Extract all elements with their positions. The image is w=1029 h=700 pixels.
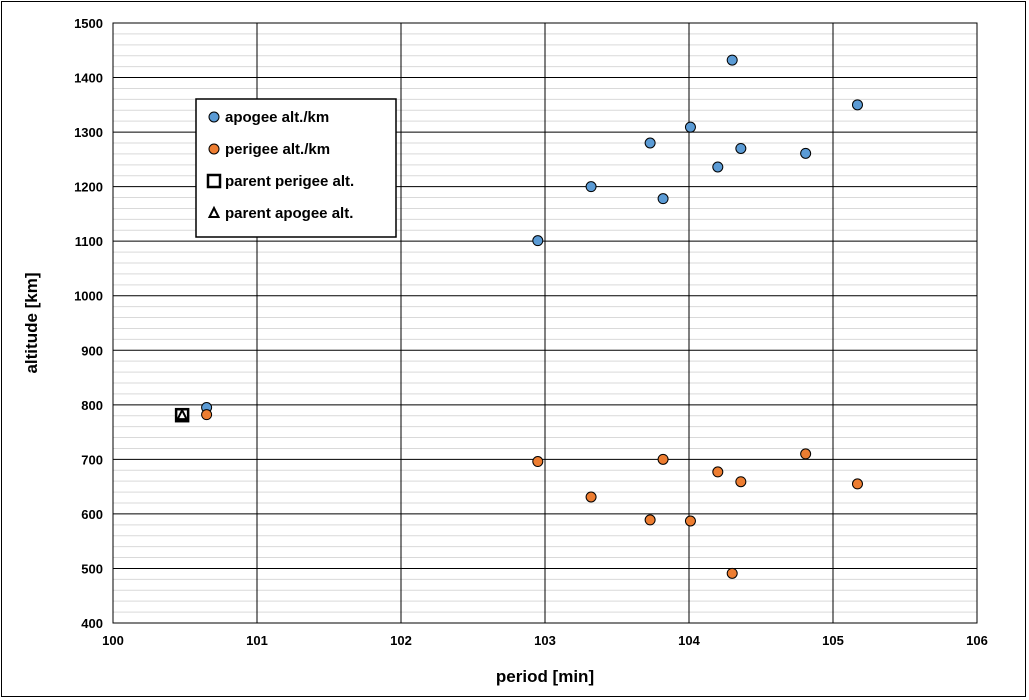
data-point	[644, 137, 656, 149]
legend-label: apogee alt./km	[225, 109, 329, 126]
x-tick-label: 106	[966, 633, 988, 648]
data-point	[684, 121, 696, 133]
legend-item: perigee alt./km	[208, 141, 330, 158]
data-point	[800, 448, 812, 460]
legend-marker	[206, 173, 222, 189]
y-tick-label: 1500	[74, 16, 103, 31]
data-point	[712, 466, 724, 478]
legend-item: parent apogee alt.	[207, 205, 353, 222]
y-tick-label: 800	[81, 398, 103, 413]
data-point	[657, 193, 669, 205]
legend-item: parent perigee alt.	[206, 173, 354, 190]
series-2	[201, 409, 863, 579]
data-point	[851, 478, 863, 490]
legend-marker	[208, 143, 220, 155]
x-tick-label: 100	[102, 633, 124, 648]
x-tick-label: 103	[534, 633, 556, 648]
data-point	[532, 235, 544, 247]
x-tick-label: 104	[678, 633, 700, 648]
data-point	[684, 515, 696, 527]
legend-label: parent apogee alt.	[225, 205, 353, 222]
legend-label: perigee alt./km	[225, 141, 330, 158]
data-point	[851, 99, 863, 111]
legend-label: parent perigee alt.	[225, 173, 354, 190]
data-point	[735, 476, 747, 488]
y-tick-label: 600	[81, 507, 103, 522]
data-point	[532, 456, 544, 468]
data-point	[800, 147, 812, 159]
y-tick-label: 1200	[74, 180, 103, 195]
x-tick-label: 102	[390, 633, 412, 648]
y-tick-label: 1000	[74, 289, 103, 304]
y-tick-label: 700	[81, 452, 103, 467]
y-tick-label: 500	[81, 561, 103, 576]
data-point	[657, 453, 669, 465]
y-tick-label: 900	[81, 343, 103, 358]
legend-item: apogee alt./km	[208, 109, 329, 126]
series-4	[176, 407, 189, 421]
data-point	[726, 54, 738, 66]
legend-marker	[208, 111, 220, 123]
data-point	[726, 567, 738, 579]
data-point	[712, 161, 724, 173]
legend: apogee alt./km perigee alt./km parent peri…	[195, 98, 397, 238]
data-point	[585, 181, 597, 193]
data-point	[201, 409, 213, 421]
data-point	[644, 514, 656, 526]
x-axis-title: period [min]	[496, 667, 594, 686]
y-tick-label: 1100	[75, 234, 103, 249]
x-tick-label: 101	[246, 633, 268, 648]
x-tick-label: 105	[822, 633, 844, 648]
y-tick-label: 400	[81, 616, 103, 631]
data-point	[735, 142, 747, 154]
legend-box	[195, 98, 397, 238]
y-axis-title: altitude [km]	[22, 272, 41, 373]
y-tick-label: 1300	[74, 125, 103, 140]
data-point	[176, 407, 189, 421]
data-point	[585, 491, 597, 503]
legend-marker	[207, 205, 221, 218]
y-tick-label: 1400	[74, 71, 103, 86]
plot-area-border	[112, 22, 978, 624]
